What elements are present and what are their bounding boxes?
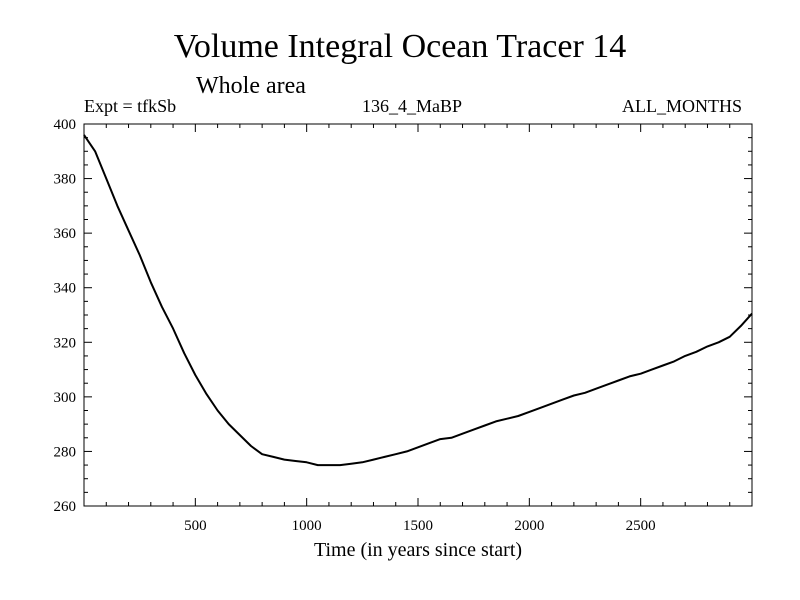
y-tick-label: 280 [54,444,77,460]
series-line [83,134,753,467]
run-label: 136_4_MaBP [362,96,463,116]
y-tick-label: 340 [54,281,77,297]
y-tick-label: 400 [54,117,77,133]
chart-subtitle: Whole area [196,73,306,99]
y-tick-label: 300 [54,390,77,406]
y-tick-label: 360 [54,226,77,242]
x-axis-label: Time (in years since start) [314,539,522,561]
y-tick-label: 380 [54,172,77,188]
plot-frame [83,123,753,507]
tick-marks [84,123,752,507]
x-tick-labels: 500 1000 1500 2000 2500 [184,518,656,534]
x-tick-label: 2000 [514,518,544,534]
series-layer [83,134,753,467]
y-tick-label: 260 [54,499,77,515]
y-tick-label: 320 [54,335,77,351]
x-tick-label: 1000 [292,518,322,534]
y-tick-labels: 260 280 300 320 340 360 380 400 [54,117,77,515]
chart-title: Volume Integral Ocean Tracer 14 [173,28,627,65]
experiment-label: Expt = tfkSb [84,96,177,116]
x-tick-label: 500 [184,518,207,534]
months-label: ALL_MONTHS [622,96,742,116]
x-tick-label: 2500 [626,518,656,534]
x-tick-label: 1500 [403,518,433,534]
